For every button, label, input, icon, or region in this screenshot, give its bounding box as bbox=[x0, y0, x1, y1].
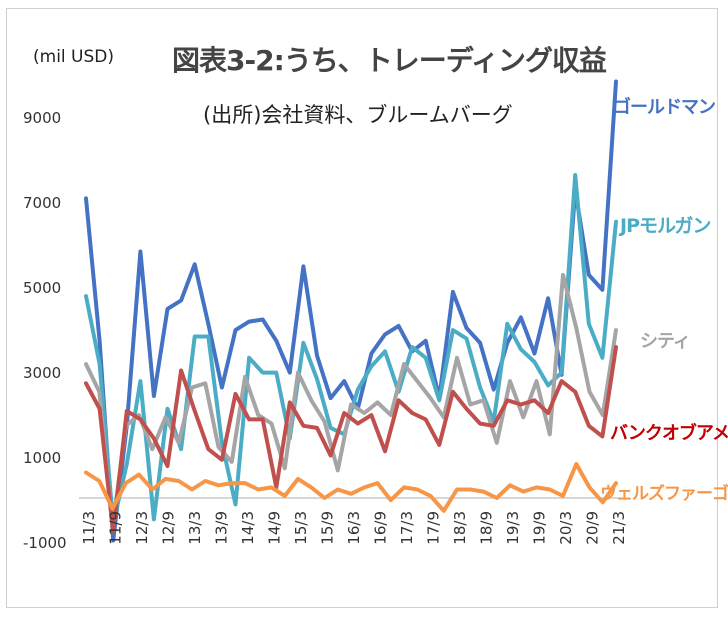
legend-citi: シティ bbox=[640, 331, 691, 352]
chart-plot: 11/3 11/9 12/3 12/9 13/3 13/9 14/3 14/9 15/3 15/9… bbox=[79, 79, 628, 545]
series-line-4 bbox=[84, 462, 618, 513]
x-tick-label: 20/3 bbox=[557, 511, 575, 545]
series-line-3 bbox=[84, 345, 618, 534]
chart-subtitle: (出所)会社資料、ブルームバーグ bbox=[203, 103, 513, 127]
x-tick-label: 21/3 bbox=[610, 511, 628, 545]
x-tick-label: 17/3 bbox=[398, 511, 416, 545]
x-tick-label: 14/3 bbox=[239, 511, 257, 545]
legend-jpmorgan: JPモルガン bbox=[620, 215, 711, 237]
series-line-0 bbox=[84, 79, 618, 543]
y-tick-label: -1000 bbox=[23, 534, 67, 552]
chart-title: 図表3-2:うち、トレーディング収益 bbox=[172, 44, 607, 77]
x-tick-label: 12/9 bbox=[160, 511, 178, 545]
legend-bofa: バンクオブアメリカ bbox=[610, 423, 728, 444]
x-tick-label: 19/3 bbox=[504, 511, 522, 545]
x-tick-label: 19/9 bbox=[531, 511, 549, 545]
x-tick-label: 16/3 bbox=[345, 511, 363, 545]
legend-goldman: ゴールドマン bbox=[613, 97, 716, 118]
x-tick-label: 17/9 bbox=[425, 511, 443, 545]
chart-frame: 11/3 11/9 12/3 12/9 13/3 13/9 14/3 14/9 15/3 15/9… bbox=[6, 8, 728, 608]
x-tick-label: 13/9 bbox=[213, 511, 231, 545]
x-tick-label: 11/3 bbox=[80, 511, 98, 545]
y-tick-label: 7000 bbox=[23, 194, 62, 212]
x-tick-label: 13/3 bbox=[186, 511, 204, 545]
x-tick-label: 20/9 bbox=[584, 511, 602, 545]
x-tick-label: 12/3 bbox=[133, 511, 151, 545]
y-tick-label: 3000 bbox=[23, 364, 62, 382]
legend-wells: ウェルズファーゴ bbox=[600, 484, 728, 504]
x-tick-label: 11/9 bbox=[107, 511, 125, 545]
y-axis-unit: (mil USD) bbox=[33, 47, 114, 67]
x-tick-label: 16/9 bbox=[372, 511, 390, 545]
y-tick-label: 5000 bbox=[23, 279, 62, 297]
x-tick-label: 15/3 bbox=[292, 511, 310, 545]
x-tick-label: 18/9 bbox=[478, 511, 496, 545]
series-line-2 bbox=[84, 272, 618, 530]
y-tick-label: 9000 bbox=[23, 109, 62, 127]
x-tick-label: 15/9 bbox=[319, 511, 337, 545]
y-tick-label: 1000 bbox=[23, 449, 62, 467]
x-tick-label: 18/3 bbox=[451, 511, 469, 545]
x-tick-label: 14/9 bbox=[266, 511, 284, 545]
